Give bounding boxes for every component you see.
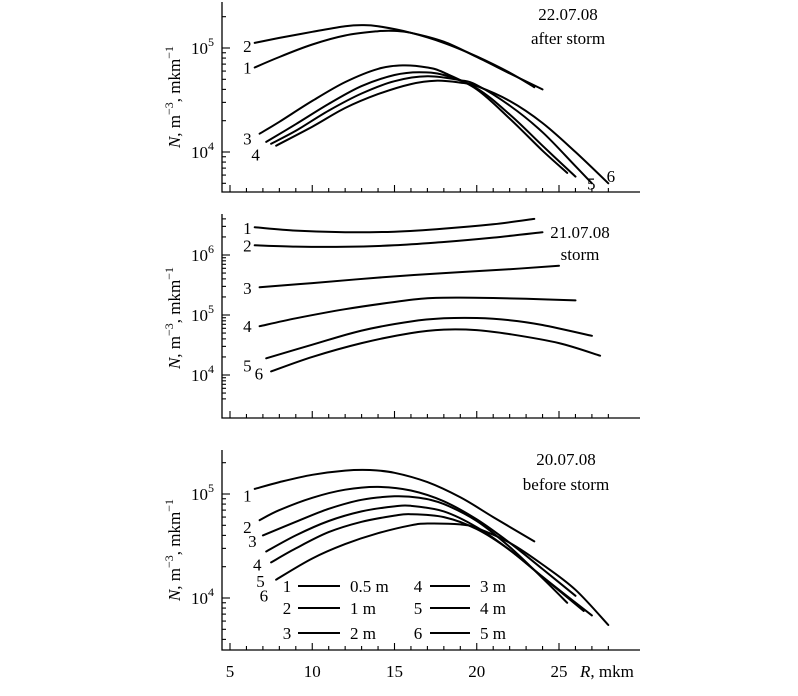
y-tick-label: 105 [191,481,214,504]
legend-number: 3 [283,624,292,643]
series-line-3 [258,64,569,174]
series-label-1: 1 [243,58,252,77]
legend-label: 3 m [480,577,506,596]
series-line-5 [270,513,593,617]
panel-subtitle: after storm [531,29,605,48]
series-label-2: 2 [243,518,252,537]
series-label-4: 4 [253,555,262,574]
legend-number: 2 [283,599,292,618]
x-tick-label: 25 [551,662,568,681]
series-line-2 [258,485,577,597]
series-line-6 [275,522,610,626]
y-axis-label: N, m−3, mkm−1 [162,46,184,149]
x-axis-label: R, mkm [579,662,634,681]
x-tick-label: 10 [304,662,321,681]
series-line-5 [270,75,593,185]
series-label-4: 4 [243,317,252,336]
series-label-2: 2 [243,236,252,255]
series-line-2 [253,24,536,89]
panel-2: 106 105 104 N, m−3, mkm−1 21.07.08 storm 12 3 4 5… [162,214,640,419]
series-label-1: 1 [243,219,252,238]
series-line-3 [261,495,569,604]
panel-title: 20.07.08 [536,450,596,469]
panel-title: 21.07.08 [550,223,610,242]
series-label-3: 3 [248,532,257,551]
series-label-1: 1 [243,486,252,505]
legend-number: 1 [283,577,292,596]
series-label-3: 3 [243,279,252,298]
x-tick-label: 5 [226,662,235,681]
y-tick-label: 104 [191,585,214,608]
legend-label: 1 m [350,599,376,618]
y-axis-label: N, m−3, mkm−1 [162,267,184,370]
y-tick-label: 104 [191,362,214,385]
legend-label: 4 m [480,599,506,618]
series-label-6: 6 [607,167,616,186]
series-line-4 [258,296,577,328]
series-line-6 [270,328,602,373]
panel-1: 105 104 N, m−3, mkm−1 22.07.08 after storm 1 2… [162,2,640,193]
series-label-5: 5 [256,572,265,591]
series-line-1 [253,217,536,234]
legend-number: 6 [414,624,423,643]
legend: 1 0.5 m 2 1 m 3 2 m 4 3 m 5 4 m 6 5 m [283,577,506,643]
series-line-4 [265,71,577,178]
series-label-5: 5 [243,356,252,375]
x-tick-label: 15 [386,662,403,681]
series-label-3: 3 [243,129,252,148]
panel-subtitle: storm [561,245,600,264]
series-label-2: 2 [243,37,252,56]
y-tick-label: 105 [191,35,214,58]
legend-label: 0.5 m [350,577,389,596]
legend-number: 5 [414,599,423,618]
panel-title: 22.07.08 [538,5,598,24]
axis-lines [221,2,640,193]
legend-label: 2 m [350,624,376,643]
series-line-6 [275,79,610,185]
series-line-1 [253,468,536,543]
series-line-3 [258,264,560,289]
series-label-6: 6 [260,586,269,605]
series-line-2 [253,231,544,248]
y-tick-label: 104 [191,139,214,162]
y-tick-label: 106 [191,242,214,265]
legend-number: 4 [414,577,423,596]
series-label-5: 5 [587,174,596,193]
y-axis-label: N, m−3, mkm−1 [162,499,184,602]
series-label-6: 6 [255,365,264,384]
series-label-4: 4 [251,145,260,164]
y-tick-label: 105 [191,302,214,325]
series-line-5 [265,316,593,360]
x-tick-label: 20 [468,662,485,681]
legend-label: 5 m [480,624,506,643]
panel-subtitle: before storm [523,475,609,494]
axis-lines [221,214,640,419]
